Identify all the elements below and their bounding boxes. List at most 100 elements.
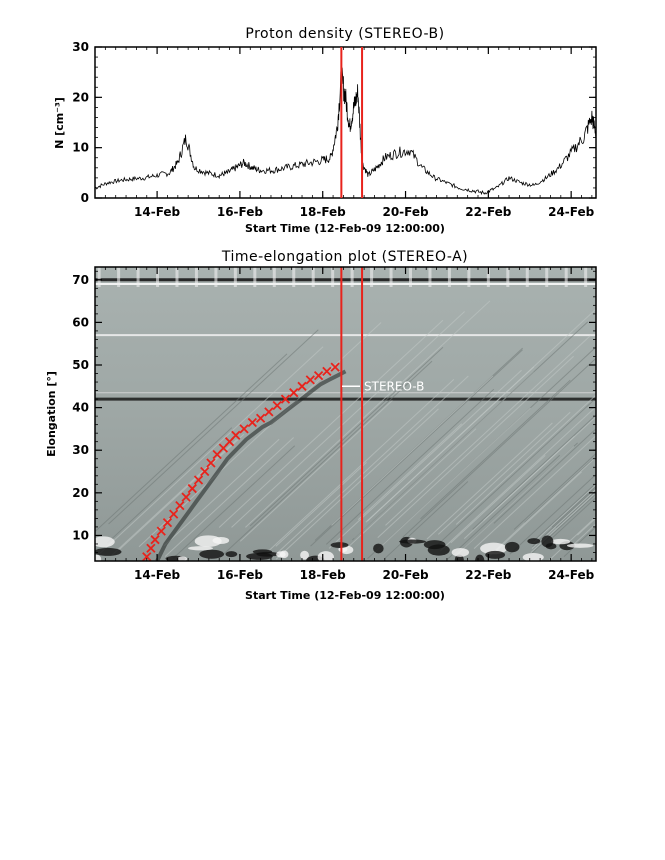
track-point xyxy=(305,375,315,385)
bottom-y-tick-label: 20 xyxy=(72,486,89,500)
track-point xyxy=(280,394,291,404)
heatmap-streak xyxy=(272,375,469,558)
top-y-tick-label: 0 xyxy=(81,191,89,205)
stereo-b-annotation: STEREO-B xyxy=(364,379,424,393)
bottom-x-tick-label: 24-Feb xyxy=(548,568,595,582)
heatmap-streak xyxy=(530,493,596,556)
top-y-axis-label: N [cm⁻³] xyxy=(53,97,66,149)
bottom-y-tick-label: 10 xyxy=(72,528,89,542)
heatmap-blob xyxy=(194,535,222,547)
heatmap-streak xyxy=(533,482,596,541)
heatmap-streak xyxy=(551,485,596,528)
heatmap-blob xyxy=(451,547,470,557)
heatmap-streak xyxy=(524,455,596,523)
heatmap-streak xyxy=(239,400,393,542)
bottom-y-tick-label: 70 xyxy=(72,273,89,287)
heatmap-blob xyxy=(566,543,594,548)
heatmap-streak xyxy=(223,360,433,555)
heatmap-streak xyxy=(455,394,596,525)
heatmap-streak xyxy=(341,428,477,554)
heatmap-streak xyxy=(489,456,596,556)
bottom-y-tick-label: 60 xyxy=(72,315,89,329)
heatmap-streak xyxy=(437,411,571,535)
heatmap-blob xyxy=(95,536,115,548)
track-point xyxy=(206,458,216,468)
track-point xyxy=(272,400,282,411)
track-point xyxy=(193,475,204,485)
heatmap-blob xyxy=(276,551,286,558)
top-x-axis-label: Start Time (12-Feb-09 12:00:00) xyxy=(245,222,445,235)
heatmap-streak xyxy=(106,427,233,544)
heatmap-streak xyxy=(509,473,596,555)
heatmap-streak xyxy=(563,526,596,557)
heatmap-streak xyxy=(218,319,444,528)
track-point xyxy=(231,430,241,440)
bottom-chart-title: Time-elongation plot (STEREO-A) xyxy=(221,249,468,265)
heatmap-blob xyxy=(373,543,384,554)
heatmap-streak xyxy=(164,437,294,557)
heatmap-blob xyxy=(551,538,571,545)
track-point xyxy=(247,417,257,428)
heatmap-blob xyxy=(330,542,349,548)
time-elongation-panel: Time-elongation plot (STEREO-A) STEREO-B… xyxy=(45,249,597,602)
track-point xyxy=(169,509,179,519)
bottom-y-tick-label: 40 xyxy=(72,401,89,415)
heatmap-blob xyxy=(475,554,485,561)
heatmap-streak xyxy=(108,329,319,525)
heatmap-blob xyxy=(522,553,544,561)
heatmap-blob xyxy=(177,556,188,561)
heatmap-streak xyxy=(267,379,455,553)
track-point xyxy=(181,492,191,502)
track-point xyxy=(330,362,340,372)
bottom-y-tick-label: 30 xyxy=(72,443,89,457)
heatmap-streak xyxy=(533,484,596,543)
heatmap-blob xyxy=(252,549,273,555)
heatmap-streak xyxy=(446,454,561,560)
heatmap-streak xyxy=(439,406,596,552)
heatmap-streak xyxy=(118,433,245,551)
heatmap-blob xyxy=(504,541,520,553)
bottom-x-tick-label: 16-Feb xyxy=(217,568,264,582)
track-point xyxy=(322,366,332,377)
heatmap-blob xyxy=(225,551,238,558)
heatmap-blob xyxy=(423,540,446,550)
top-x-tick-label: 20-Feb xyxy=(382,205,429,219)
heatmap-streak xyxy=(310,349,523,547)
top-y-tick-label: 30 xyxy=(72,40,89,54)
heatmap-streak xyxy=(163,438,280,547)
heatmap-streak xyxy=(331,375,494,526)
heatmap-streak xyxy=(275,408,439,560)
top-y-tick-label: 10 xyxy=(72,141,89,155)
bottom-x-axis-label: Start Time (12-Feb-09 12:00:00) xyxy=(245,589,445,602)
track-point xyxy=(255,413,266,423)
bottom-plot-frame xyxy=(94,266,597,562)
heatmap-streak xyxy=(456,445,575,555)
track-point xyxy=(156,526,166,536)
heatmap-blob xyxy=(317,551,334,561)
bottom-x-tick-label: 20-Feb xyxy=(382,568,429,582)
bottom-x-tick-label: 14-Feb xyxy=(134,568,181,582)
track-point xyxy=(264,407,274,417)
heatmap-streak xyxy=(231,311,465,528)
heatmap-streak xyxy=(473,435,596,549)
track-point xyxy=(175,500,185,511)
track-point xyxy=(142,552,152,562)
top-plot-frame xyxy=(94,46,597,199)
top-x-tick-label: 22-Feb xyxy=(465,205,512,219)
top-y-tick-label: 20 xyxy=(72,90,89,104)
track-point xyxy=(187,483,197,494)
heatmap-streak xyxy=(275,462,367,547)
heatmap-blob xyxy=(527,538,541,545)
track-point xyxy=(313,371,324,381)
heatmap-blob xyxy=(95,547,122,556)
heatmap-blob xyxy=(399,539,426,544)
top-x-tick-label: 14-Feb xyxy=(134,205,181,219)
heatmap-streak xyxy=(420,379,571,520)
top-x-tick-label: 18-Feb xyxy=(300,205,347,219)
heatmap-streak xyxy=(385,335,591,526)
heatmap-streak xyxy=(463,416,596,540)
heatmap-streak xyxy=(245,300,491,528)
heatmap-streak xyxy=(249,346,444,527)
heatmap-streak xyxy=(95,353,288,532)
